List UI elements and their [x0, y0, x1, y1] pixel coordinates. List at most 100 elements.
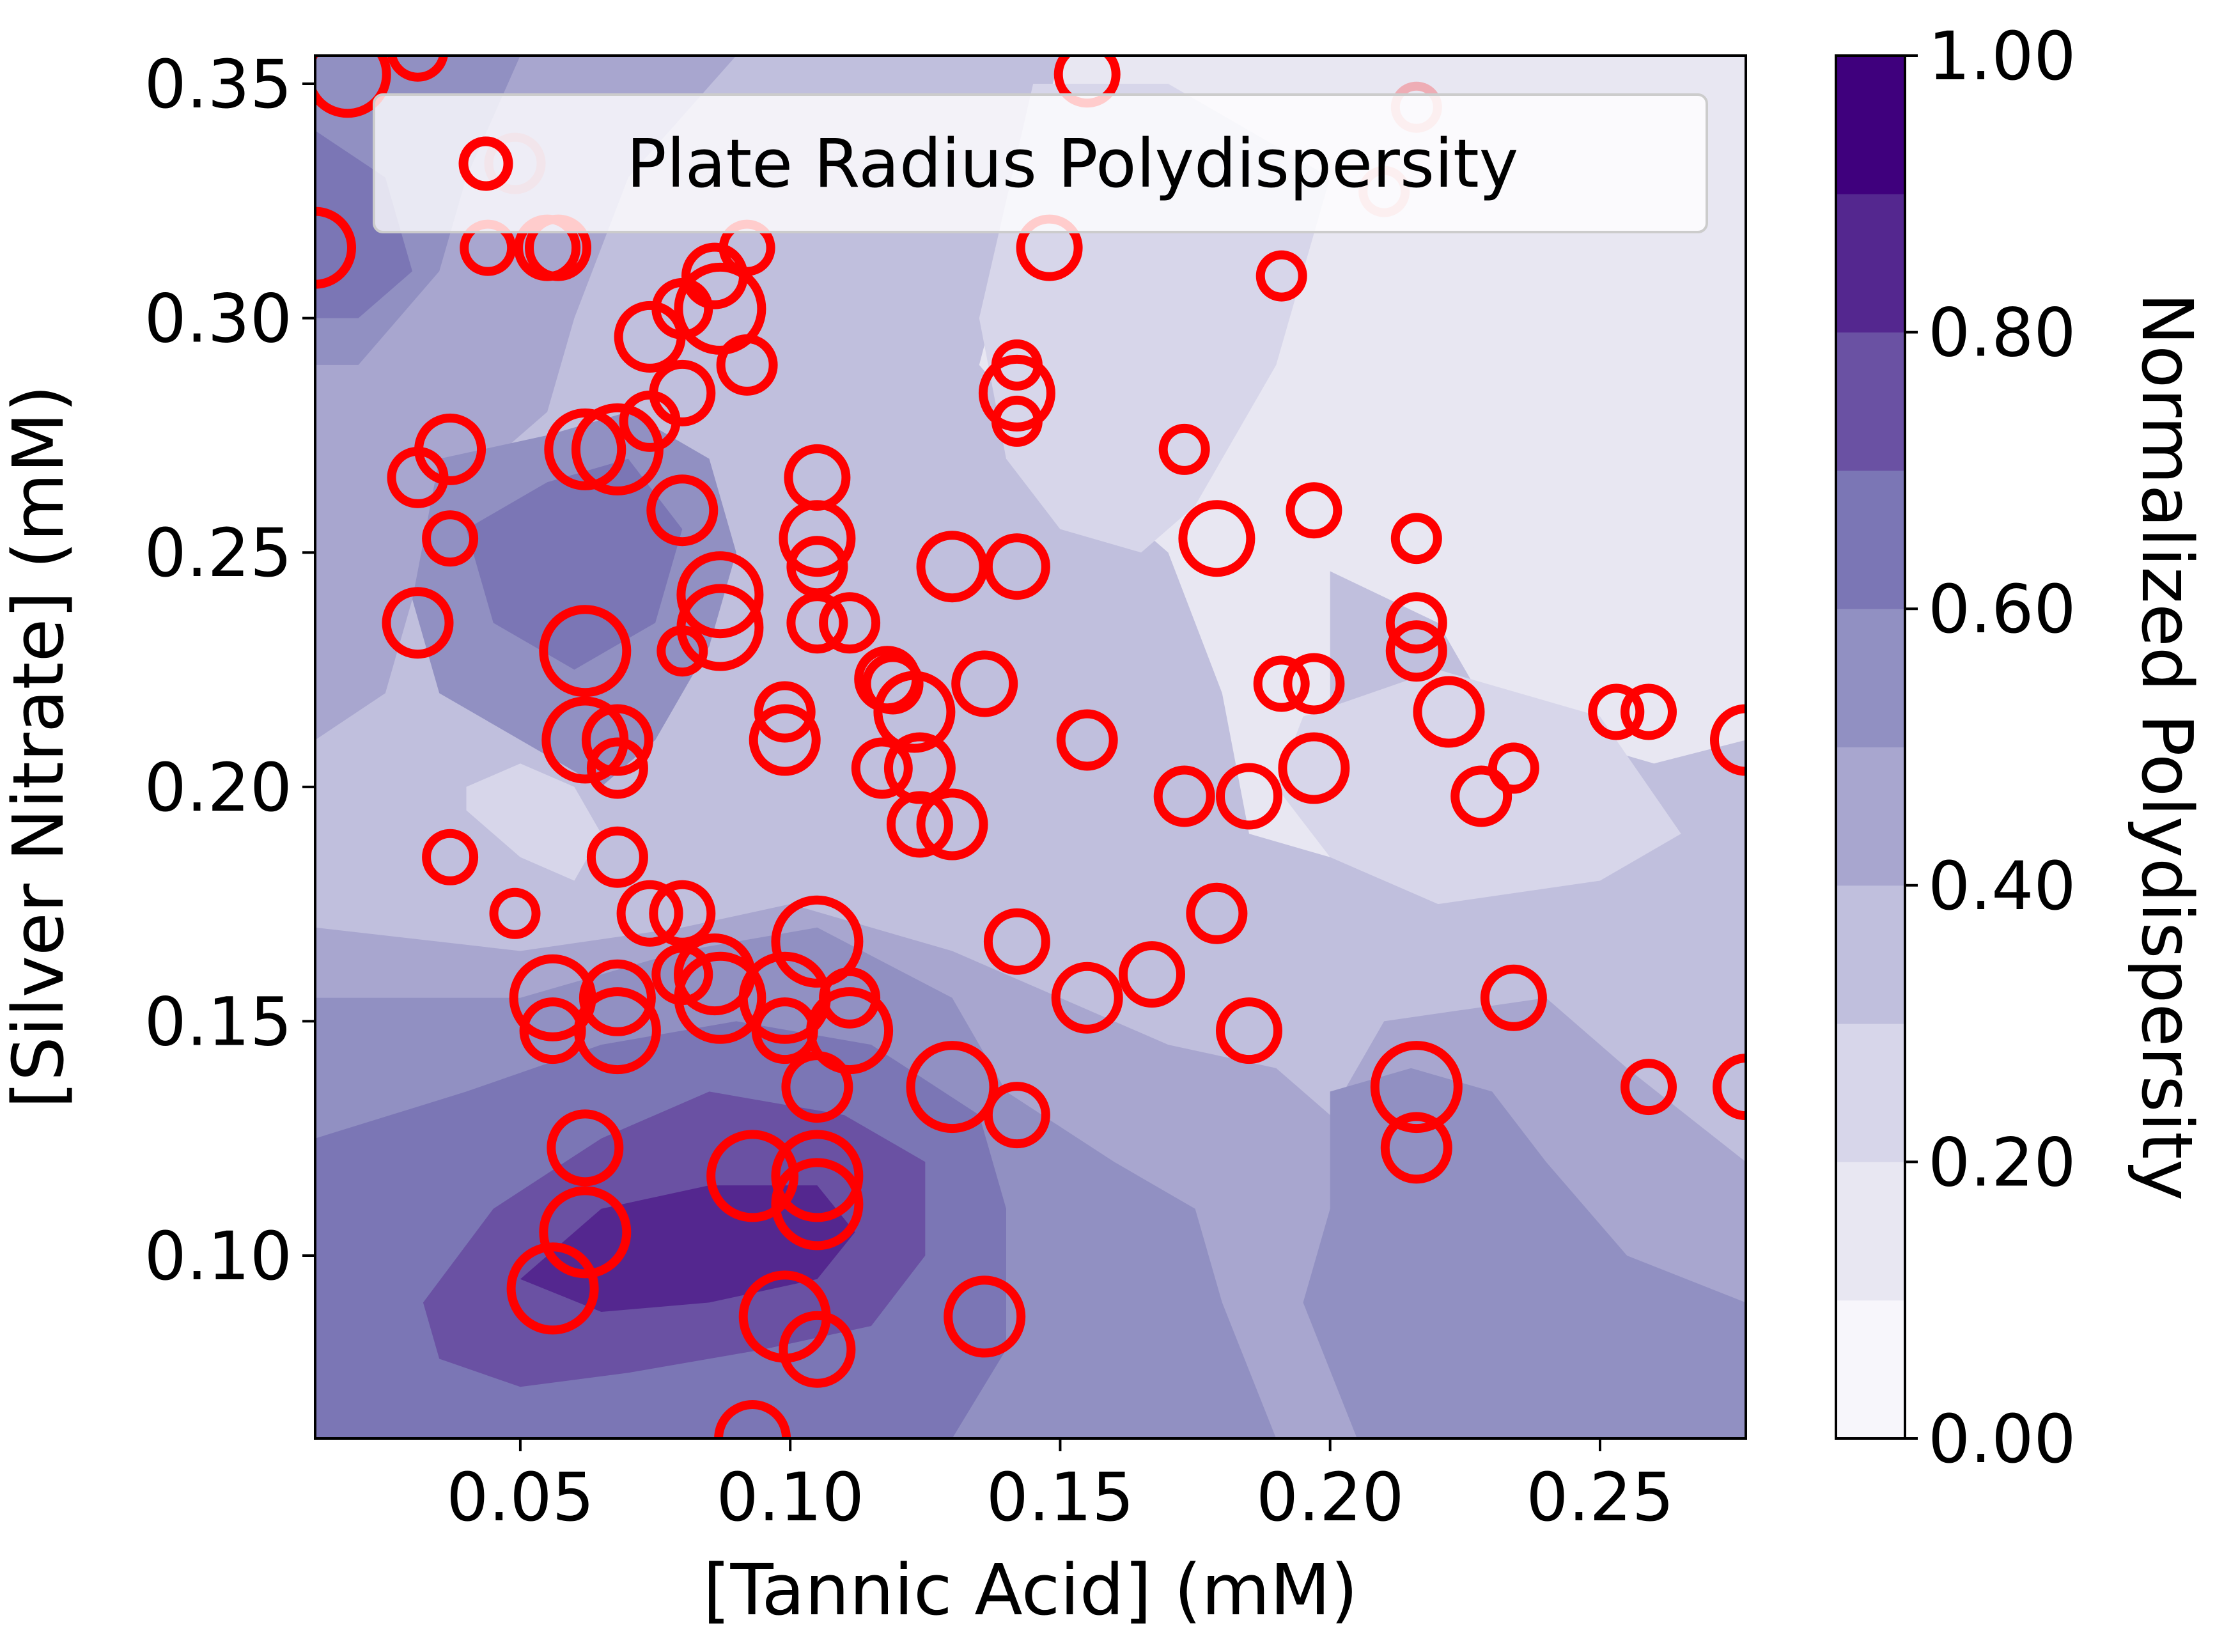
legend-entry: Plate Radius Polydispersity — [626, 125, 1518, 203]
scatter-marker-65 — [754, 681, 816, 743]
y-tick-label-4: 0.30 — [144, 280, 292, 358]
x-tick-label-4: 0.25 — [1526, 1458, 1674, 1536]
scatter-marker-36 — [674, 951, 766, 1044]
scatter-marker-32 — [616, 880, 683, 947]
scatter-marker-100 — [1385, 620, 1447, 682]
scatter-marker-66 — [749, 704, 821, 776]
scatter-marker-14 — [619, 390, 681, 452]
colorbar-band-6 — [1836, 470, 1905, 609]
scatter-marker-50 — [771, 1158, 864, 1251]
scatter-marker-64 — [819, 592, 881, 654]
scatter-marker-1 — [387, 56, 448, 82]
y-axis-ticks: 0.10 0.15 0.20 0.25 0.30 0.35 — [144, 45, 315, 1295]
scatter-marker-25 — [382, 587, 454, 659]
scatter-marker-72 — [886, 791, 953, 858]
scatter-marker-48 — [706, 1130, 799, 1222]
scatter-marker-89 — [1216, 763, 1282, 830]
colorbar — [1836, 56, 1905, 1439]
y-axis-label: [Silver Nitrate] (mM) — [0, 385, 79, 1109]
colorbar-label: Normalized Polydispersity — [2126, 293, 2208, 1201]
scatter-marker-46 — [781, 1051, 853, 1123]
scatter-marker-43 — [771, 895, 864, 988]
colorbar-tick-label-1: 0.20 — [1928, 1123, 2076, 1201]
y-tick-label-0: 0.10 — [144, 1217, 292, 1295]
scatter-marker-86 — [1158, 423, 1210, 475]
colorbar-band-7 — [1836, 332, 1905, 471]
x-axis-ticks: 0.05 0.10 0.15 0.20 0.25 — [446, 1438, 1674, 1536]
scatter-marker-75 — [916, 531, 988, 603]
scatter-marker-91 — [1255, 250, 1307, 302]
scatter-marker-103 — [1488, 742, 1539, 794]
scatter-marker-105 — [1380, 1112, 1452, 1184]
scatter-marker-2 — [315, 207, 356, 289]
scatter-marker-12 — [716, 334, 778, 396]
scatter-marker-110 — [1710, 704, 1746, 776]
scatter-marker-90 — [1216, 997, 1282, 1064]
scatter-marker-102 — [1450, 765, 1512, 827]
scatter-marker-29 — [422, 829, 479, 885]
x-tick-label-3: 0.20 — [1256, 1458, 1404, 1536]
scatter-marker-40 — [573, 987, 661, 1075]
scatter-marker-59 — [983, 908, 1050, 975]
scatter-marker-19 — [422, 510, 479, 567]
scatter-marker-28 — [586, 737, 648, 799]
scatter-marker-39 — [579, 959, 656, 1036]
scatter-marker-107 — [1588, 683, 1645, 740]
y-tick-label-2: 0.20 — [144, 749, 292, 827]
legend-box — [373, 93, 1708, 233]
scatter-marker-101 — [1413, 676, 1485, 748]
scatter-marker-63 — [786, 592, 848, 654]
scatter-marker-56 — [944, 1275, 1026, 1358]
scatter-marker-106 — [1480, 964, 1547, 1031]
contour-region-12 — [466, 458, 683, 670]
colorbar-tick-label-4: 0.80 — [1928, 294, 2076, 372]
scatter-marker-24 — [539, 605, 632, 697]
colorbar-band-9 — [1836, 56, 1905, 194]
scatter-marker-74 — [951, 650, 1018, 717]
scatter-marker-33 — [649, 880, 716, 947]
x-axis-label: [Tannic Acid] (mM) — [703, 1549, 1358, 1631]
scatter-marker-73 — [916, 788, 988, 861]
contour-region-4 — [466, 763, 602, 881]
colorbar-tick-label-2: 0.40 — [1928, 847, 2076, 925]
scatter-marker-98 — [1390, 513, 1442, 565]
scatter-marker-104 — [1370, 1041, 1463, 1134]
colorbar-band-3 — [1836, 885, 1905, 1024]
x-tick-label-1: 0.10 — [716, 1458, 864, 1536]
scatter-marker-31 — [489, 887, 541, 939]
scatter-marker-83 — [1051, 962, 1123, 1034]
scatter-marker-55 — [714, 1400, 791, 1438]
y-tick-label-5: 0.35 — [144, 45, 292, 123]
scatter-marker-94 — [1283, 653, 1345, 715]
marker-layer — [315, 56, 1746, 1438]
colorbar-frame — [1835, 54, 1906, 1440]
scatter-marker-70 — [851, 737, 913, 799]
scatter-marker-15 — [544, 408, 626, 490]
scatter-marker-87 — [1178, 500, 1255, 577]
scatter-marker-10 — [681, 242, 748, 309]
scatter-marker-57 — [906, 1041, 999, 1134]
scatter-marker-16 — [571, 403, 664, 495]
scatter-marker-108 — [1621, 683, 1677, 740]
colorbar-band-8 — [1836, 194, 1905, 333]
scatter-marker-20 — [646, 474, 719, 547]
contour-region-10 — [1303, 1068, 1746, 1438]
scatter-marker-93 — [1286, 482, 1342, 539]
legend: Plate Radius Polydispersity — [373, 93, 1708, 233]
scatter-marker-109 — [1621, 1059, 1677, 1116]
y-tick-label-1: 0.15 — [144, 983, 292, 1061]
colorbar-band-1 — [1836, 1162, 1905, 1301]
scatter-marker-76 — [983, 533, 1050, 600]
scatter-marker-58 — [983, 1082, 1050, 1149]
colorbar-tick-label-3: 0.60 — [1928, 570, 2076, 648]
scatter-marker-18 — [387, 446, 449, 508]
scatter-marker-23 — [657, 625, 708, 677]
legend-marker-icon — [458, 136, 513, 191]
scatter-marker-111 — [1713, 1054, 1746, 1121]
scatter-marker-51 — [539, 1186, 632, 1279]
scatter-marker-95 — [1278, 732, 1350, 804]
scatter-marker-52 — [506, 1242, 599, 1335]
scatter-marker-61 — [779, 500, 856, 577]
contour-region-2 — [1276, 669, 1681, 905]
